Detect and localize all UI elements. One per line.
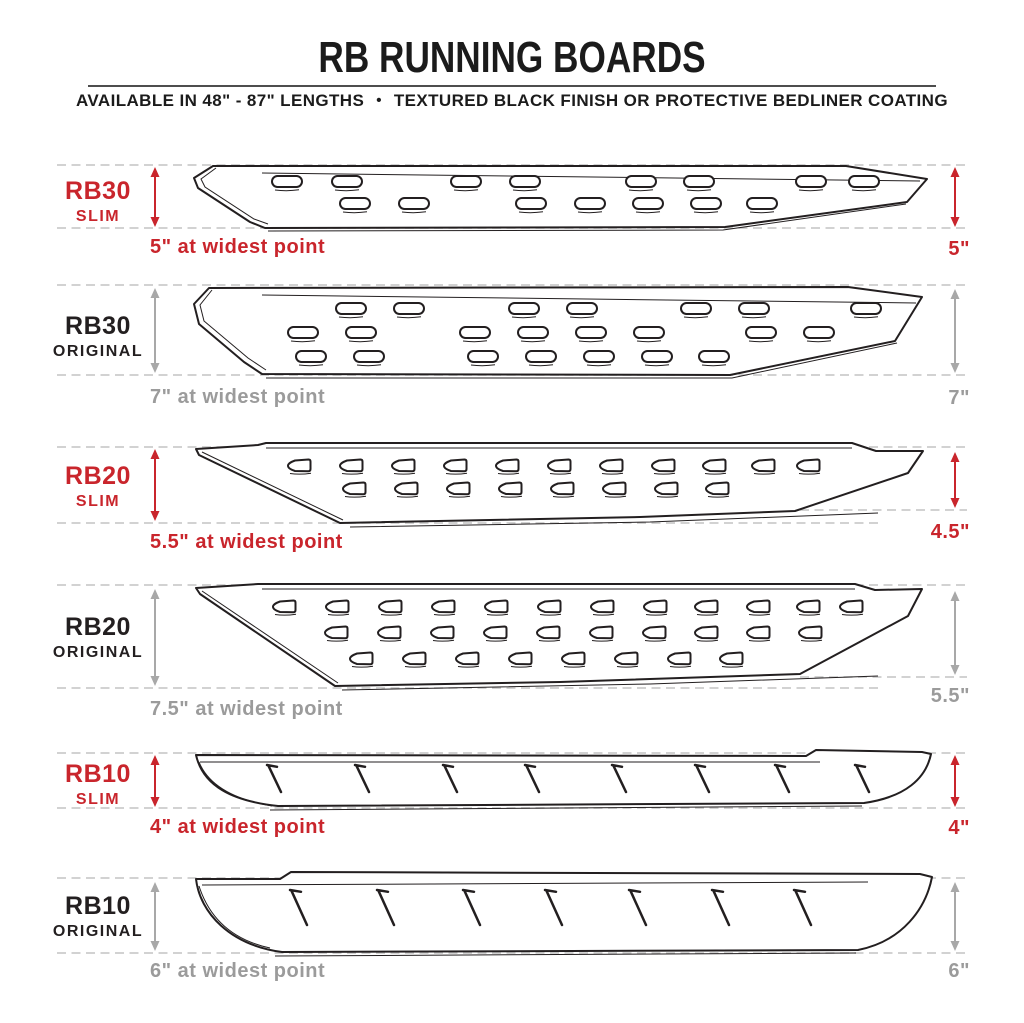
width-arrow-left [150,167,160,227]
model-name: RB20 [65,613,131,641]
subtitle-lengths: AVAILABLE IN 48" - 87" LENGTHS [76,91,365,110]
rb30-slim-board-drawing [193,165,928,232]
board-label-rb30-original: RB30 ORIGINAL [33,314,163,360]
board-label-rb20-slim: RB20 SLIM [33,464,163,510]
right-width-dim: 4" [948,817,970,839]
width-caption: 5.5" at widest point [150,531,343,553]
variant-name: SLIM [75,208,121,225]
right-width-dim: 6" [948,960,970,982]
board-label-rb30-slim: RB30 SLIM [33,179,163,225]
rb20-original-board-drawing [195,583,923,691]
variant-name: ORIGINAL [52,644,144,661]
variant-name: SLIM [75,791,121,808]
width-arrow-right [950,591,960,675]
model-name: RB20 [65,462,131,490]
width-arrow-right [950,167,960,227]
rb30-original-board-drawing [193,286,923,379]
page-title: RB RUNNING BOARDS [0,36,1024,80]
board-label-rb10-slim: RB10 SLIM [33,762,163,808]
subtitle: AVAILABLE IN 48" - 87" LENGTHS • TEXTURED … [0,92,1024,110]
board-label-rb20-original: RB20 ORIGINAL [33,615,163,661]
model-name: RB30 [65,312,131,340]
width-caption: 6" at widest point [150,960,326,982]
rb30-original-row-art [57,284,967,379]
right-width-dim: 5.5" [930,685,970,707]
width-arrow-left [150,882,160,951]
width-arrow-right [950,882,960,951]
rb10-original-board-drawing [195,871,933,957]
variant-name: SLIM [75,493,121,510]
variant-name: ORIGINAL [52,343,144,360]
width-arrow-left [150,589,160,686]
right-width-dim: 4.5" [930,521,970,543]
width-caption: 5" at widest point [150,236,326,258]
rb10-slim-board-drawing [195,749,932,811]
rb20-slim-row-art [57,442,967,528]
subtitle-separator-dot: • [376,92,382,109]
width-arrow-left [150,755,160,807]
right-width-dim: 7" [948,387,970,409]
rb10-slim-row-art [57,749,967,811]
width-caption: 7.5" at widest point [150,698,343,720]
rb30-slim-row-art [57,164,967,232]
width-caption: 4" at widest point [150,816,326,838]
model-name: RB10 [65,892,131,920]
variant-name: ORIGINAL [52,923,144,940]
model-name: RB30 [65,177,131,205]
title-divider [88,85,936,87]
subtitle-finish: TEXTURED BLACK FINISH OR PROTECTIVE BEDL… [393,91,948,110]
width-arrow-right [950,755,960,807]
rb20-slim-board-drawing [195,442,924,528]
rb20-original-row-art [57,583,967,691]
width-arrow-right [950,289,960,373]
width-arrow-right [950,452,960,508]
page-title-text: RB RUNNING BOARDS [318,33,706,82]
rb10-original-row-art [57,871,967,957]
board-label-rb10-original: RB10 ORIGINAL [33,894,163,940]
right-width-dim: 5" [948,238,970,260]
model-name: RB10 [65,760,131,788]
width-caption: 7" at widest point [150,386,326,408]
width-arrow-left [150,288,160,373]
width-arrow-left [150,449,160,521]
